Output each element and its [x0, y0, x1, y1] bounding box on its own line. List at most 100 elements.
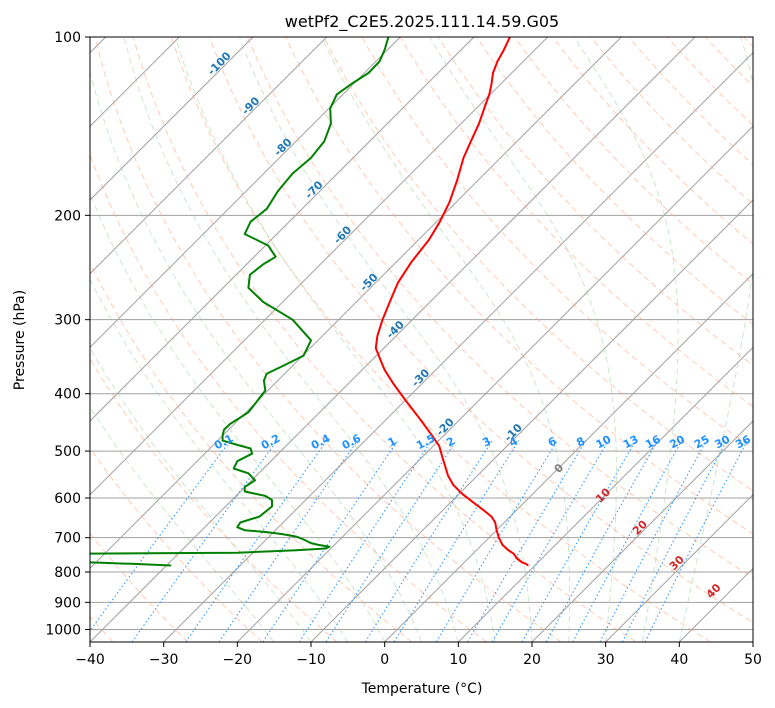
x-tick-label: −40 — [75, 652, 105, 668]
mixing-ratio-label: 20 — [667, 433, 687, 452]
dry-adiabat-label: -40 — [384, 318, 407, 341]
x-tick-label: 40 — [670, 652, 688, 668]
mixing-ratio-line — [644, 440, 748, 642]
dry-adiabat-label: -50 — [357, 270, 380, 293]
dry-adiabat-line — [90, 447, 263, 642]
chart-title: wetPf2_C2E5.2025.111.14.59.G05 — [285, 12, 559, 32]
moist-adiabat-label: 0 — [552, 461, 567, 476]
isotherm-line — [90, 37, 254, 201]
mixing-ratio-label: 0.1 — [212, 432, 235, 453]
isotherm-line — [384, 272, 753, 642]
dry-adiabat-line — [704, 37, 753, 87]
moist-adiabat-label: 40 — [704, 581, 724, 601]
y-axis-label: Pressure (hPa) — [12, 290, 28, 390]
isotherm-line — [605, 493, 753, 642]
mixing-ratio-line — [364, 440, 493, 642]
x-tick-label: 0 — [380, 652, 389, 668]
moist-adiabat-line — [90, 406, 275, 642]
dry-adiabat-label: -10 — [502, 421, 525, 444]
dry-adiabat-line — [170, 37, 711, 642]
isotherm-line — [90, 37, 622, 570]
moist-adiabat-label: 10 — [593, 485, 613, 505]
isotherm-line — [236, 125, 753, 642]
y-tick-label: 400 — [54, 387, 81, 403]
moist-adiabat-label: 20 — [630, 517, 650, 537]
sounding-profiles — [90, 37, 529, 567]
background-reference-lines — [90, 37, 753, 642]
dry-adiabat-line — [514, 37, 753, 285]
mixing-ratio-line — [621, 440, 728, 642]
dry-adiabat-line — [90, 261, 413, 642]
mixing-ratio-label: 0.2 — [259, 432, 282, 453]
mixing-ratio-line — [435, 440, 558, 642]
isotherm-line — [163, 51, 753, 642]
y-tick-label: 800 — [54, 565, 81, 581]
dry-adiabat-line — [132, 37, 637, 642]
x-tick-label: 50 — [744, 652, 762, 668]
mixing-ratio-line — [521, 440, 637, 642]
mixing-ratio-line — [599, 440, 707, 642]
mixing-ratio-label: 1.5 — [414, 432, 437, 453]
y-tick-label: 300 — [54, 313, 81, 329]
isopleth-labels: 0.1 0.2 0.4 0.6 1 1.5 2 3 4 6 8 10 13 16 20 25 30 36-100-… — [205, 49, 753, 601]
mixing-ratio-label: 25 — [692, 433, 712, 452]
plot-frame — [89, 36, 754, 643]
mixing-ratio-label: 2 — [444, 434, 457, 449]
mixing-ratio-label: 30 — [713, 433, 733, 452]
mixing-ratio-label: 36 — [733, 433, 753, 452]
dry-adiabat-label: -60 — [331, 223, 354, 246]
moist-adiabat-line — [321, 37, 571, 642]
temperature-profile-line — [374, 37, 529, 567]
dry-adiabat-line — [666, 37, 753, 126]
mixing-ratio-line — [218, 440, 358, 642]
isotherm-line — [90, 37, 328, 275]
dry-adiabat-line — [590, 37, 753, 205]
isotherm-line — [678, 567, 753, 642]
mixing-ratio-label: 10 — [594, 433, 614, 452]
dry-adiabat-line — [90, 532, 189, 642]
mixing-ratio-line — [90, 440, 231, 632]
mixing-ratio-label: 13 — [621, 433, 641, 452]
mixing-ratio-line — [298, 440, 432, 642]
dry-adiabat-label: -30 — [409, 366, 432, 389]
mixing-ratio-label: 0.4 — [309, 432, 333, 453]
mixing-ratio-line — [325, 440, 457, 642]
x-tick-label: 30 — [597, 652, 615, 668]
moist-adiabat-line — [90, 70, 422, 642]
x-axis-label: Temperature (°C) — [361, 681, 483, 697]
isotherm-line — [752, 641, 753, 642]
x-tick-label: −10 — [296, 652, 326, 668]
y-axis-ticks: 100 200 300 400 500 600 700 800 900 1000 — [45, 30, 90, 638]
isotherm-line — [310, 199, 753, 642]
dry-adiabat-line — [247, 37, 753, 579]
dry-adiabat-line — [437, 37, 753, 366]
dry-adiabat-line — [552, 37, 753, 245]
mixing-ratio-line — [262, 440, 399, 642]
dry-adiabat-line — [90, 357, 338, 642]
dry-adiabat-line — [743, 37, 753, 48]
dry-adiabat-line — [323, 37, 753, 492]
moist-adiabat-label: 30 — [667, 553, 687, 573]
dry-adiabat-line — [94, 37, 562, 642]
mixing-ratio-line — [185, 440, 328, 642]
mixing-ratio-line — [393, 440, 520, 642]
isotherm-line — [90, 37, 401, 349]
dry-adiabat-label: -100 — [205, 49, 234, 78]
dry-adiabat-line — [285, 37, 753, 535]
isotherm-line — [457, 346, 753, 642]
isotherm-line — [90, 37, 696, 642]
moist-adiabat-line — [123, 37, 459, 642]
y-tick-label: 700 — [54, 531, 81, 547]
x-tick-label: −20 — [223, 652, 253, 668]
y-tick-label: 600 — [54, 491, 81, 507]
dry-adiabat-label: -70 — [302, 178, 325, 201]
moist-adiabat-line — [90, 192, 386, 642]
moist-adiabat-line — [90, 347, 312, 642]
moist-adiabat-line — [238, 37, 533, 642]
mixing-ratio-label: 0.6 — [340, 432, 364, 453]
mixing-ratio-line — [131, 440, 278, 642]
y-tick-label: 200 — [54, 208, 81, 224]
moist-adiabat-line — [573, 37, 679, 642]
mixing-ratio-line — [572, 440, 683, 642]
